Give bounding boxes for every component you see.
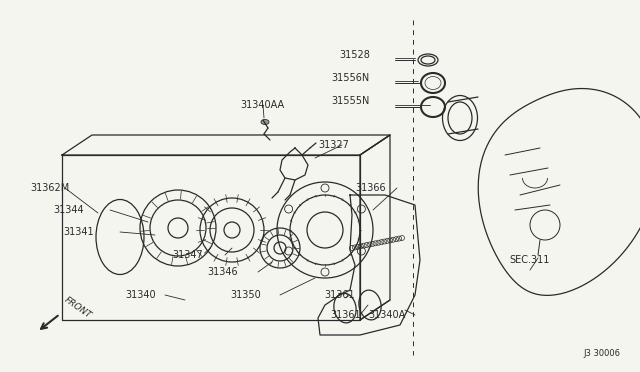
- Ellipse shape: [261, 119, 269, 125]
- Text: 31344: 31344: [53, 205, 84, 215]
- Text: J3 30006: J3 30006: [583, 349, 620, 358]
- Text: 31556N: 31556N: [332, 73, 370, 83]
- Text: 31347: 31347: [172, 250, 203, 260]
- Text: 31341: 31341: [63, 227, 93, 237]
- Text: 31327: 31327: [318, 140, 349, 150]
- Text: SEC.311: SEC.311: [510, 255, 550, 265]
- Text: 31361: 31361: [330, 310, 360, 320]
- Text: 31361: 31361: [324, 290, 355, 300]
- Text: 31555N: 31555N: [332, 96, 370, 106]
- Text: 31340AA: 31340AA: [240, 100, 284, 110]
- Text: 31340: 31340: [125, 290, 156, 300]
- Text: 31350: 31350: [230, 290, 260, 300]
- Text: 31346: 31346: [207, 267, 237, 277]
- Text: 31362M: 31362M: [30, 183, 69, 193]
- Text: 31528: 31528: [339, 50, 370, 60]
- Text: FRONT: FRONT: [63, 295, 93, 321]
- Text: 31340A: 31340A: [368, 310, 405, 320]
- Text: 31366: 31366: [355, 183, 386, 193]
